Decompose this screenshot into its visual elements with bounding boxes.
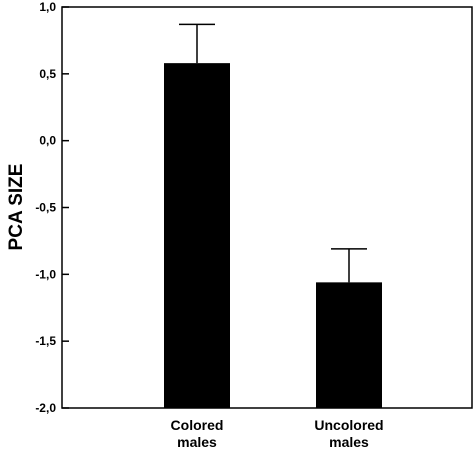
y-axis: 1,0 0,5 0,0 -0,5 -1,0 -1,5 -2,0 xyxy=(35,0,69,415)
bar xyxy=(164,63,230,408)
x-category-label: males xyxy=(177,434,217,450)
y-tick-label: -1,0 xyxy=(35,267,56,281)
y-tick-label: -1,5 xyxy=(35,334,56,348)
x-category-label: Colored xyxy=(171,417,224,433)
y-tick-label: 1,0 xyxy=(39,0,56,14)
y-tick-label: 0,0 xyxy=(39,134,56,148)
y-tick-label: -2,0 xyxy=(35,401,56,415)
y-tick-label: 0,5 xyxy=(39,67,56,81)
x-category-label: males xyxy=(329,434,369,450)
y-tick-label: -0,5 xyxy=(35,201,56,215)
plot-frame xyxy=(61,6,473,409)
error-bars xyxy=(179,23,367,283)
y-axis-title: PCA SIZE xyxy=(6,164,27,251)
bars xyxy=(164,63,382,408)
x-category-label: Uncolored xyxy=(314,417,383,433)
bar xyxy=(316,282,382,408)
plot-area-border xyxy=(61,6,473,409)
